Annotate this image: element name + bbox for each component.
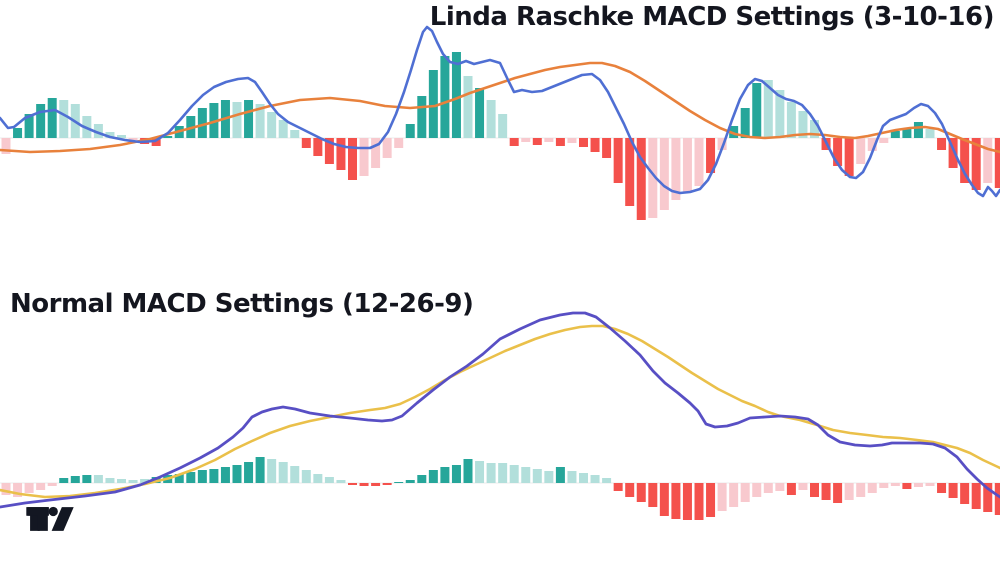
tradingview-logo-icon [26, 506, 74, 531]
chart-title-normal-macd: Normal MACD Settings (12-26-9) [10, 289, 474, 319]
macd-chart-normal [0, 311, 1000, 520]
tradingview-glyph [26, 506, 74, 531]
chart-title-linda-raschke: Linda Raschke MACD Settings (3-10-16) [429, 2, 995, 32]
macd-chart-linda-raschke [0, 25, 1000, 220]
normal-macd-panel: Normal MACD Settings (12-26-9) [0, 285, 1000, 562]
linda-raschke-macd-panel: Linda Raschke MACD Settings (3-10-16) [0, 2, 1000, 220]
